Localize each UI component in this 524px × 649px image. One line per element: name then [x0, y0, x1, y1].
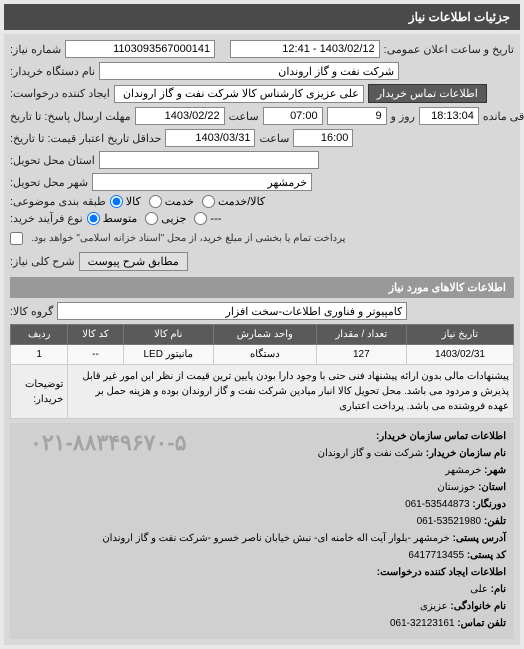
- radio-service-label: خدمت: [165, 195, 194, 208]
- table-row: 1403/02/31 127 دستگاه مانیتور LED -- 1: [11, 345, 514, 365]
- summary-label: شرح کلی نیاز:: [10, 255, 75, 268]
- th-row: ردیف: [11, 325, 68, 345]
- radio-service[interactable]: [149, 195, 162, 208]
- zip-label: کد پستی:: [467, 550, 506, 561]
- topic-label: طبقه بندی موضوعی:: [10, 195, 106, 208]
- topic-radio-group: کالا/خدمت خدمت کالا: [110, 195, 265, 208]
- buyer-label: نام دستگاه خریدار:: [10, 65, 95, 78]
- payment-note: پرداخت تمام یا بخشی از مبلغ خرید، از محل…: [27, 229, 349, 248]
- org-value: شرکت نفت و گاز اروندان: [318, 448, 423, 459]
- radio-both[interactable]: [202, 195, 215, 208]
- phone-label: تلفن:: [484, 516, 506, 527]
- radio-partial[interactable]: [145, 212, 158, 225]
- buyer-input: [99, 62, 399, 80]
- tel-value: 32123161-061: [390, 618, 455, 629]
- page-title: جزئیات اطلاعات نیاز: [4, 4, 520, 30]
- deadline-date-input: [135, 107, 225, 125]
- radio-small[interactable]: [87, 212, 100, 225]
- remain-input: [419, 107, 479, 125]
- fax-value: 53544873-061: [405, 499, 470, 510]
- validity-time-input: [293, 129, 353, 147]
- radio-unknown[interactable]: [194, 212, 207, 225]
- province-input: [99, 151, 319, 169]
- request-no-input: [65, 40, 215, 58]
- items-table: تاریخ نیاز تعداد / مقدار واحد شمارش نام …: [10, 324, 514, 419]
- name-value: علی: [470, 584, 488, 595]
- validity-label: حداقل تاریخ اعتبار قیمت: تا تاریخ:: [10, 132, 161, 145]
- radio-small-label: متوسط: [103, 212, 138, 225]
- radio-partial-label: جزیی: [161, 212, 186, 225]
- cell-date: 1403/02/31: [406, 345, 513, 365]
- radio-unknown-label: ---: [210, 213, 221, 225]
- city-input: [92, 173, 312, 191]
- items-section-title: اطلاعات کالاهای مورد نیاز: [10, 277, 514, 298]
- address-value: خرمشهر -بلوار آیت اله خامنه ای- نبش خیاب…: [102, 533, 449, 544]
- process-label: نوع فرآیند خرید:: [10, 212, 83, 225]
- family-label: نام خانوادگی:: [450, 601, 506, 612]
- creator-title: اطلاعات ایجاد کننده درخواست:: [377, 567, 506, 578]
- datetime-label: تاریخ و ساعت اعلان عمومی:: [384, 43, 514, 56]
- deadline-time-label: ساعت: [229, 110, 259, 123]
- city-label: شهر محل تحویل:: [10, 176, 88, 189]
- desc-row: پیشنهادات مالی بدون ارائه پیشنهاد فنی حت…: [11, 365, 514, 419]
- group-label: گروه کالا:: [10, 305, 53, 318]
- days-label: روز و: [391, 110, 415, 123]
- radio-goods[interactable]: [110, 195, 123, 208]
- creator-input: [114, 85, 364, 103]
- creator-label: ایجاد کننده درخواست:: [10, 87, 110, 100]
- phone-value: 53521980-061: [417, 516, 482, 527]
- desc-cell: پیشنهادات مالی بدون ارائه پیشنهاد فنی حت…: [68, 365, 514, 419]
- cell-name: مانیتور LED: [123, 345, 213, 365]
- family-value: عزیزی: [420, 601, 448, 612]
- contact-city-value: خرمشهر: [445, 465, 481, 476]
- group-input: [57, 302, 407, 320]
- request-no-label: شماره نیاز:: [10, 43, 61, 56]
- deadline-time-input: [263, 107, 323, 125]
- th-date: تاریخ نیاز: [406, 325, 513, 345]
- datetime-input: [230, 40, 380, 58]
- contact-button[interactable]: اطلاعات تماس خریدار: [368, 84, 487, 103]
- fax-label: دورنگار:: [472, 499, 506, 510]
- cell-code: --: [68, 345, 123, 365]
- validity-date-input: [165, 129, 255, 147]
- desc-label-cell: توضیحات خریدار:: [11, 365, 68, 419]
- th-unit: واحد شمارش: [213, 325, 316, 345]
- zip-value: 6417713455: [408, 550, 464, 561]
- validity-time-label: ساعت: [259, 132, 289, 145]
- contact-title: اطلاعات تماس سازمان خریدار:: [376, 431, 506, 442]
- th-code: کد کالا: [68, 325, 123, 345]
- note-checkbox[interactable]: [10, 232, 23, 245]
- org-label: نام سازمان خریدار:: [426, 448, 506, 459]
- th-name: نام کالا: [123, 325, 213, 345]
- contact-city-label: شهر:: [484, 465, 506, 476]
- deadline-label: مهلت ارسال پاسخ: تا تاریخ: [10, 110, 131, 123]
- radio-goods-label: کالا: [126, 195, 141, 208]
- summary-button[interactable]: مطابق شرح پیوست: [79, 252, 188, 271]
- radio-both-label: کالا/خدمت: [218, 195, 265, 208]
- cell-unit: دستگاه: [213, 345, 316, 365]
- province-label: استان محل تحویل:: [10, 154, 95, 167]
- address-label: آدرس پستی:: [453, 533, 506, 544]
- contact-province-label: استان:: [478, 482, 506, 493]
- th-qty: تعداد / مقدار: [316, 325, 406, 345]
- cell-row: 1: [11, 345, 68, 365]
- days-input: [327, 107, 387, 125]
- tel-label: تلفن تماس:: [457, 618, 506, 629]
- process-radio-group: --- جزیی متوسط: [87, 212, 222, 225]
- contact-province-value: خوزستان: [437, 482, 475, 493]
- remain-label: ساعت باقی مانده: [483, 110, 524, 123]
- contact-section: ۰۲۱-۸۸۳۴۹۶۷۰-۵ اطلاعات تماس سازمان خریدا…: [10, 423, 514, 639]
- name-label: نام:: [491, 584, 506, 595]
- cell-qty: 127: [316, 345, 406, 365]
